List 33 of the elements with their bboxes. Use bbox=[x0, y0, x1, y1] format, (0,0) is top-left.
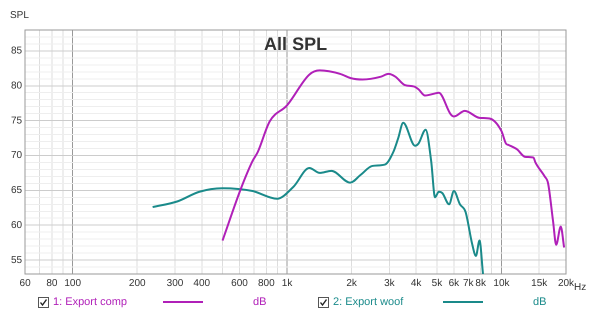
x-tick-label: 4k bbox=[410, 278, 422, 289]
chart-title: All SPL bbox=[264, 34, 328, 54]
text: dB bbox=[533, 296, 546, 308]
x-tick-label: 100 bbox=[64, 278, 82, 289]
y-tick-label: 70 bbox=[11, 150, 23, 162]
y-tick-label: 60 bbox=[11, 220, 23, 231]
x-tick-label: 6k bbox=[448, 278, 460, 289]
x-tick-label: 5k bbox=[432, 278, 444, 289]
x-tick-label: 600 bbox=[231, 278, 248, 289]
x-tick-label: 7k bbox=[462, 278, 475, 289]
x-tick-label: 1k bbox=[282, 278, 294, 289]
x-tick-label: 300 bbox=[166, 278, 184, 289]
x-tick-label: 10k bbox=[493, 278, 511, 289]
y-tick-label: 75 bbox=[11, 115, 23, 126]
y-tick-label: 55 bbox=[11, 254, 23, 266]
text: dB bbox=[253, 296, 266, 308]
x-tick-label: 2k bbox=[346, 278, 358, 289]
x-tick-label: 3k bbox=[384, 278, 396, 289]
x-tick-label: 80 bbox=[46, 278, 58, 289]
y-tick-label: 80 bbox=[11, 80, 23, 92]
text: 1: Export comp bbox=[53, 296, 128, 308]
x-tick-label: 60 bbox=[20, 278, 32, 289]
y-tick-label: 65 bbox=[11, 185, 23, 196]
x-tick-label: 20k bbox=[558, 278, 576, 289]
y-tick-label: 85 bbox=[11, 46, 23, 57]
x-tick-label: 200 bbox=[128, 278, 146, 289]
x-axis-title: Hz bbox=[574, 282, 586, 293]
x-tick-label: 15k bbox=[531, 278, 548, 289]
text: 2: Export woof bbox=[333, 296, 404, 308]
y-axis-title: SPL bbox=[10, 10, 30, 21]
x-tick-label: 400 bbox=[193, 278, 211, 289]
x-tick-label: 800 bbox=[258, 278, 276, 289]
x-tick-label: 8k bbox=[475, 278, 487, 289]
